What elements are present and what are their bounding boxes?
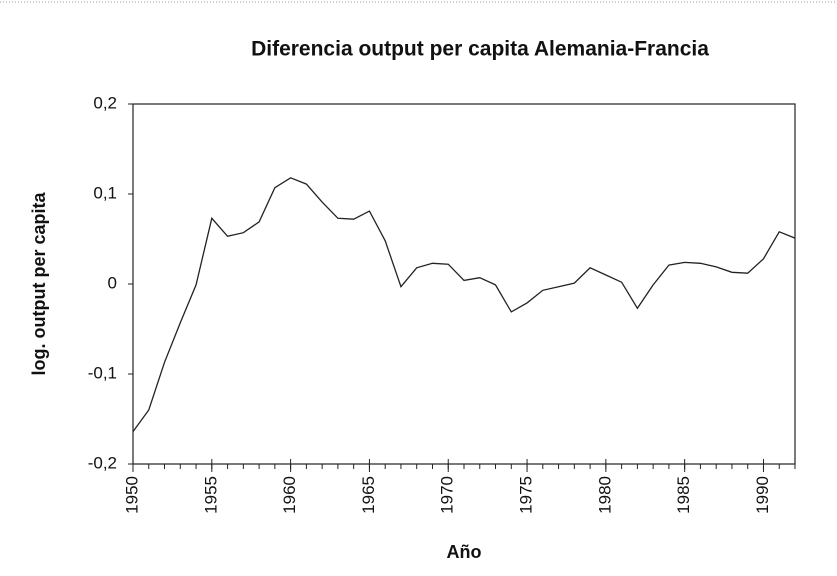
y-tick-label: 0 [108,273,117,292]
x-tick-label: 1970 [438,476,457,514]
x-tick-label: 1985 [674,476,693,514]
y-tick-label: -0,2 [88,453,117,472]
x-axis-label: Año [447,542,482,562]
x-tick-label: 1980 [595,476,614,514]
x-tick-label: 1975 [517,476,536,514]
y-tick-label: 0,1 [93,183,117,202]
data-line [132,177,796,432]
x-tick-label: 1955 [201,476,220,514]
y-axis-label: log. output per capita [29,192,49,376]
x-tick-label: 1950 [122,476,141,514]
x-tick-label: 1990 [753,476,772,514]
chart-title: Diferencia output per capita Alemania-Fr… [251,38,709,61]
y-tick-label: 0,2 [93,93,117,112]
y-tick-label: -0,1 [88,363,117,382]
plot-frame [132,103,796,465]
x-tick-label: 1960 [280,476,299,514]
x-tick-label: 1965 [359,476,378,514]
